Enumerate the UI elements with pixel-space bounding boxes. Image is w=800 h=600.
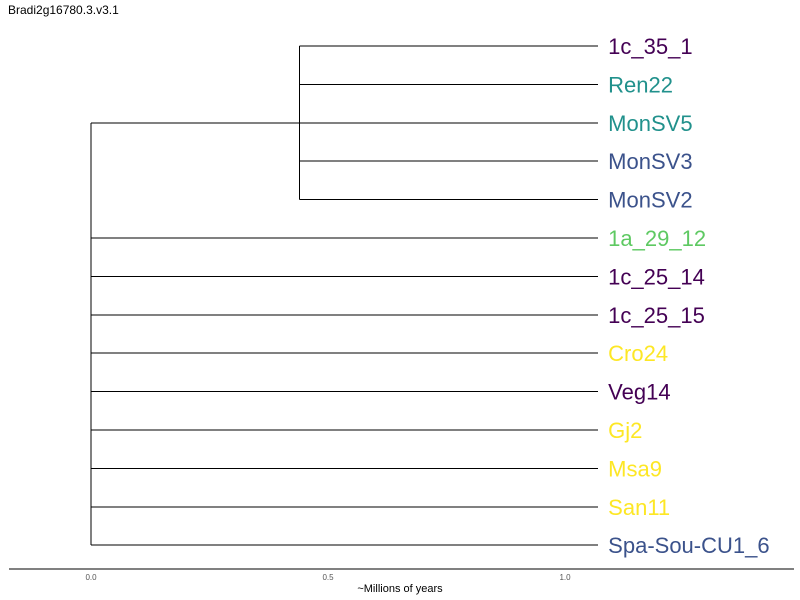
- chart-title: Bradi2g16780.3.v3.1: [8, 3, 119, 17]
- leaf-label: 1c_35_1: [608, 34, 692, 59]
- leaf-label: Msa9: [608, 456, 662, 481]
- leaf-label: San11: [608, 495, 670, 520]
- leaf-label: MonSV5: [608, 111, 692, 136]
- leaf-label: Spa-Sou-CU1_6: [608, 533, 769, 558]
- x-tick-label: 0.5: [322, 573, 334, 582]
- leaf-label: MonSV2: [608, 188, 692, 213]
- leaf-label: Ren22: [608, 72, 673, 97]
- tree-branches: [90, 45, 599, 546]
- leaf-labels: 1c_35_1 Ren22 MonSV5 MonSV3 MonSV2 1a_29_12 1c…: [608, 34, 769, 558]
- leaf-label: 1c_25_14: [608, 264, 705, 289]
- leaf-label: Veg14: [608, 380, 670, 405]
- leaf-label: 1c_25_15: [608, 303, 705, 328]
- x-tick-label: 1.0: [559, 573, 571, 582]
- leaf-label: 1a_29_12: [608, 226, 706, 251]
- x-axis-label: ~Millions of years: [357, 583, 443, 595]
- leaf-label: Cro24: [608, 341, 668, 366]
- leaf-label: MonSV3: [608, 149, 692, 174]
- x-axis: 0.0 0.5 1.0: [9, 568, 794, 582]
- leaf-label: Gj2: [608, 418, 642, 443]
- x-tick-label: 0.0: [85, 573, 97, 582]
